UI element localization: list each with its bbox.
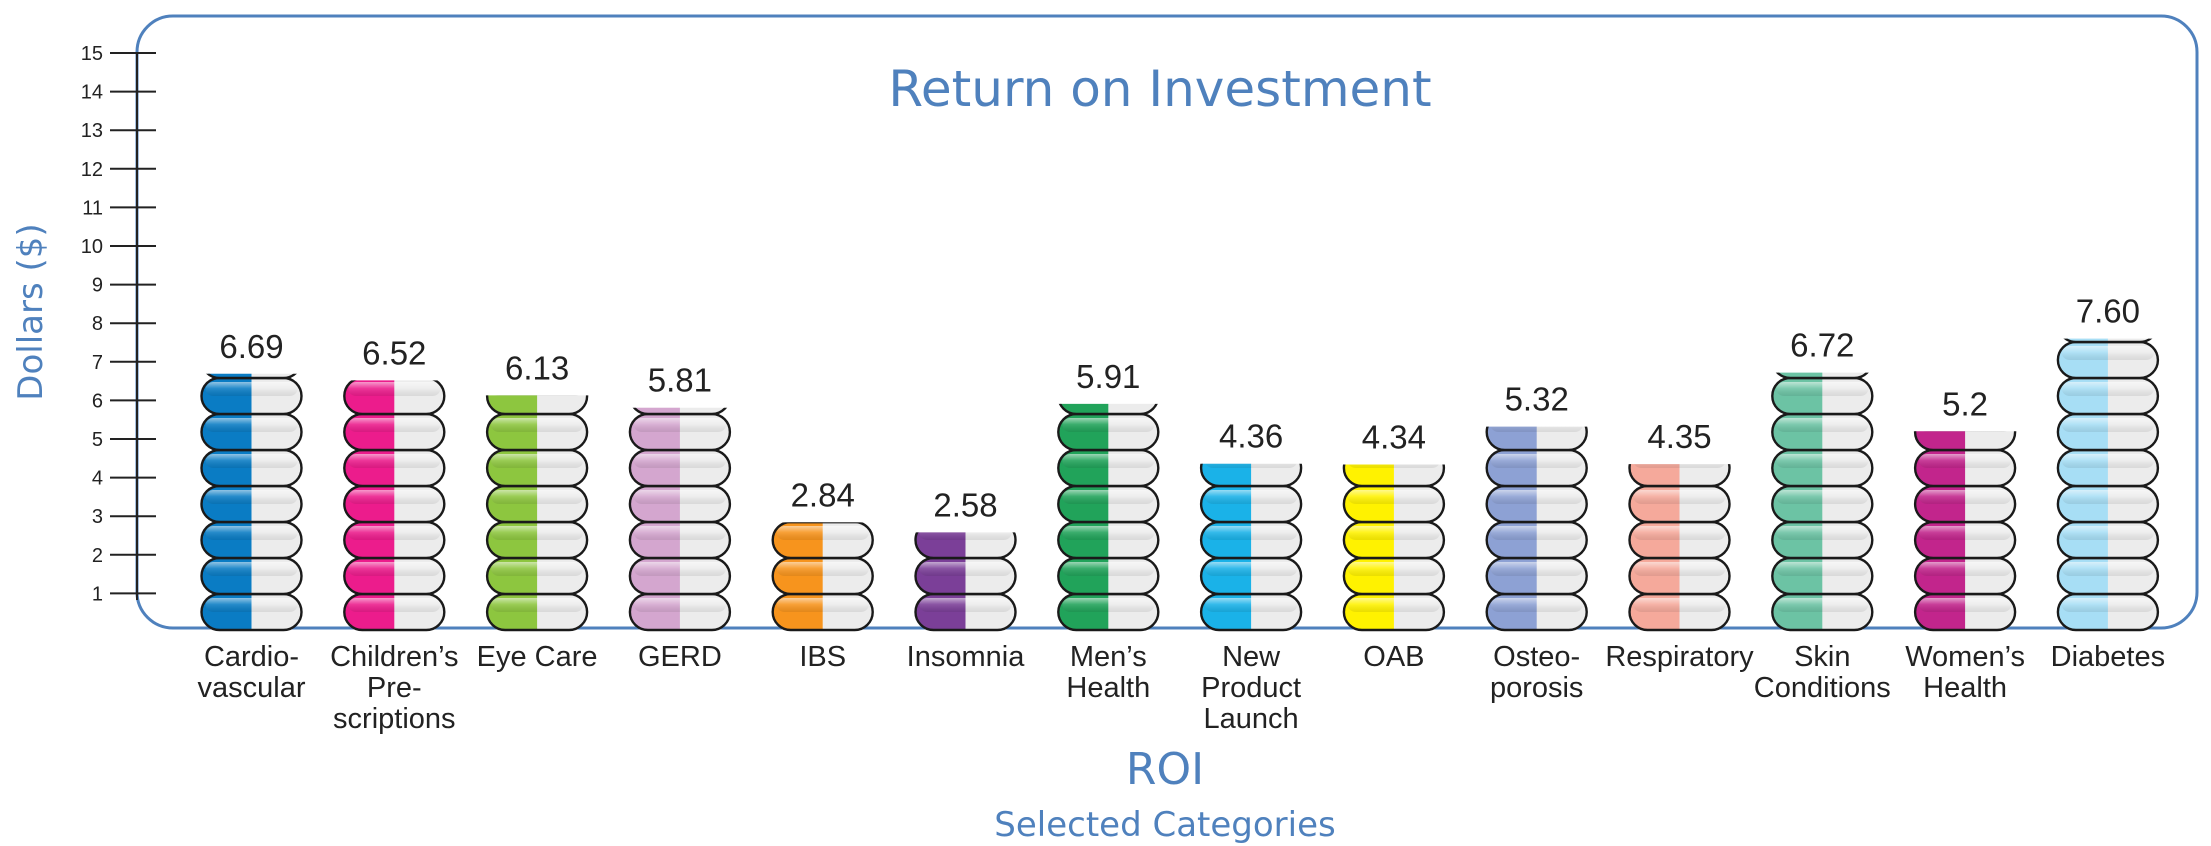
bar-value-label: 5.2 [1942,385,1988,422]
bar [1057,403,1160,632]
bar [1342,464,1446,632]
y-tick-label: 2 [92,545,103,567]
bar-value-label: 2.84 [791,476,855,513]
bar-value-label: 6.52 [362,334,426,371]
bar-value-label: 6.13 [505,349,569,386]
category-label: OAB [1363,641,1424,673]
bar-value-label: 4.36 [1219,418,1283,455]
bar [2056,338,2160,632]
y-tick-label: 8 [92,313,103,335]
bar [1485,426,1588,632]
y-tick-label: 12 [81,159,103,181]
bar [343,380,446,632]
category-label: Respiratory [1605,641,1754,673]
category-label: Women’s Health [1905,641,2025,704]
bar [1771,372,1874,632]
bar-value-label: 5.81 [648,362,712,399]
category-label: New Product Launch [1201,641,1301,735]
category-label: Eye Care [477,641,598,673]
bar-value-label: 4.35 [1647,418,1711,455]
category-label: Insomnia [907,641,1026,673]
chart-title: Return on Investment [888,60,1431,118]
value-labels: 6.69 6.52 6.13 5.81 2.84 2.58 5.91 4.36 4.34 5.32… [219,293,2140,524]
y-tick-label: 6 [92,390,103,412]
y-tick-label: 3 [92,506,103,528]
category-label: GERD [638,641,722,673]
y-tick-label: 1 [92,583,103,605]
y-tick-label: 15 [81,43,103,65]
bar-value-label: 6.69 [219,328,283,365]
category-label: IBS [799,641,846,673]
category-label: Skin Conditions [1754,641,1891,704]
bar [1913,431,2017,632]
y-tick-label: 13 [81,120,103,142]
bar [200,373,303,632]
x-axis-subtitle: Selected Categories [994,805,1335,845]
bar-value-label: 4.34 [1362,418,1426,455]
bar-value-label: 2.58 [933,486,997,523]
bar-value-label: 5.91 [1076,358,1140,395]
category-label: Children’s Pre-scriptions [330,641,458,735]
bar-value-label: 6.72 [1790,327,1854,364]
y-tick-label: 4 [92,468,103,490]
bar [771,522,874,632]
x-axis-title: ROI [1126,744,1204,795]
bar [1199,463,1303,632]
bar [485,395,589,632]
category-label: Cardio-vascular [198,641,306,704]
y-tick-label: 5 [92,429,103,451]
bar-value-label: 7.60 [2076,293,2140,330]
category-label: Diabetes [2051,641,2165,673]
bar [628,407,732,632]
y-tick-label: 10 [81,236,103,258]
category-label: Men’s Health [1066,641,1150,704]
category-label: Osteo-porosis [1490,641,1584,704]
y-tick-label: 9 [92,275,103,297]
bar-value-label: 5.32 [1505,381,1569,418]
bar [1628,464,1731,632]
y-tick-label: 7 [92,352,103,374]
y-tick-label: 11 [82,197,103,219]
y-tick-label: 14 [81,82,103,104]
bars [200,338,2160,632]
y-axis-title: Dollars ($) [11,223,51,400]
category-labels: Cardio-vascular Children’s Pre-scriptions E… [198,641,2166,735]
bar [914,532,1017,632]
